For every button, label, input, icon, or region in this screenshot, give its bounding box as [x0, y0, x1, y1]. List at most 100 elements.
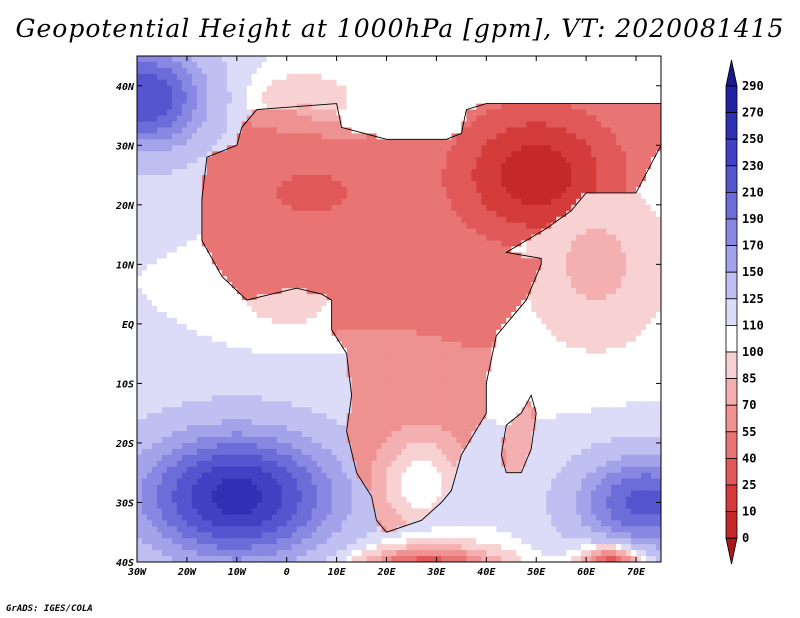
field-cell	[351, 222, 358, 230]
field-cell	[651, 73, 657, 81]
field-cell	[151, 317, 158, 325]
field-cell	[611, 139, 617, 146]
field-cell	[621, 300, 627, 307]
field-cell	[501, 139, 507, 146]
field-cell	[551, 311, 557, 319]
field-cell	[521, 73, 527, 81]
field-cell	[431, 222, 438, 230]
field-cell	[246, 163, 253, 170]
field-cell	[501, 252, 507, 259]
field-cell	[256, 79, 263, 87]
field-cell	[221, 151, 228, 158]
field-cell	[351, 216, 358, 224]
field-cell	[356, 323, 363, 331]
field-cell	[371, 56, 378, 63]
field-cell	[576, 192, 582, 200]
field-cell	[551, 288, 557, 295]
field-cell	[346, 109, 353, 117]
field-cell	[476, 163, 482, 170]
field-cell	[301, 317, 308, 325]
field-cell	[151, 169, 158, 176]
field-cell	[451, 127, 457, 134]
field-cell	[646, 246, 652, 254]
field-cell	[496, 210, 502, 218]
field-cell	[241, 85, 248, 93]
field-cell	[511, 323, 517, 331]
field-cell	[501, 294, 507, 301]
field-cell	[291, 246, 298, 254]
field-cell	[531, 163, 537, 170]
field-cell	[631, 228, 637, 236]
field-cell	[526, 115, 532, 123]
field-cell	[526, 317, 532, 325]
field-cell	[581, 294, 587, 301]
field-cell	[201, 85, 208, 93]
field-cell	[236, 115, 243, 123]
field-cell	[536, 276, 542, 283]
field-cell	[371, 109, 378, 117]
field-cell	[556, 288, 562, 295]
field-cell	[361, 61, 368, 69]
field-cell	[271, 115, 278, 123]
field-cell	[546, 127, 552, 134]
field-cell	[456, 85, 462, 93]
field-cell	[466, 56, 472, 63]
field-cell	[386, 157, 393, 164]
field-cell	[141, 157, 148, 164]
field-cell	[161, 186, 168, 194]
field-cell	[546, 163, 552, 170]
field-cell	[156, 169, 163, 176]
field-cell	[491, 198, 497, 206]
field-cell	[191, 186, 198, 194]
field-cell	[426, 216, 433, 224]
field-cell	[551, 204, 557, 212]
field-cell	[221, 79, 228, 87]
field-cell	[151, 127, 158, 134]
field-cell	[276, 288, 283, 295]
field-cell	[411, 323, 418, 331]
field-cell	[221, 115, 228, 123]
field-cell	[201, 97, 208, 105]
field-cell	[541, 192, 547, 200]
field-cell	[261, 169, 268, 176]
field-cell	[531, 186, 537, 194]
field-cell	[211, 145, 218, 152]
field-cell	[466, 329, 472, 337]
field-cell	[536, 300, 542, 307]
field-cell	[301, 157, 308, 164]
field-cell	[156, 67, 163, 75]
field-cell	[586, 157, 592, 164]
field-cell	[616, 175, 622, 182]
field-cell	[206, 294, 213, 301]
field-cell	[146, 109, 153, 117]
field-cell	[221, 323, 228, 331]
field-cell	[146, 228, 153, 236]
field-cell	[346, 198, 353, 206]
field-cell	[271, 204, 278, 212]
field-cell	[451, 169, 457, 176]
field-cell	[326, 115, 333, 123]
field-cell	[176, 109, 183, 117]
field-cell	[591, 210, 597, 218]
field-cell	[621, 246, 627, 254]
field-cell	[251, 139, 258, 146]
field-cell	[301, 270, 308, 277]
field-cell	[156, 186, 163, 194]
field-cell	[246, 85, 253, 93]
field-cell	[291, 335, 298, 343]
field-cell	[271, 97, 278, 105]
field-cell	[616, 151, 622, 158]
field-cell	[631, 288, 637, 295]
field-cell	[316, 246, 323, 254]
field-cell	[181, 121, 188, 129]
field-cell	[176, 97, 183, 105]
field-cell	[201, 204, 208, 212]
field-cell	[486, 192, 492, 200]
field-cell	[451, 91, 457, 99]
field-cell	[646, 97, 652, 105]
field-cell	[306, 329, 313, 337]
field-cell	[556, 300, 562, 307]
field-cell	[591, 234, 597, 242]
field-cell	[446, 67, 452, 75]
field-cell	[191, 198, 198, 206]
